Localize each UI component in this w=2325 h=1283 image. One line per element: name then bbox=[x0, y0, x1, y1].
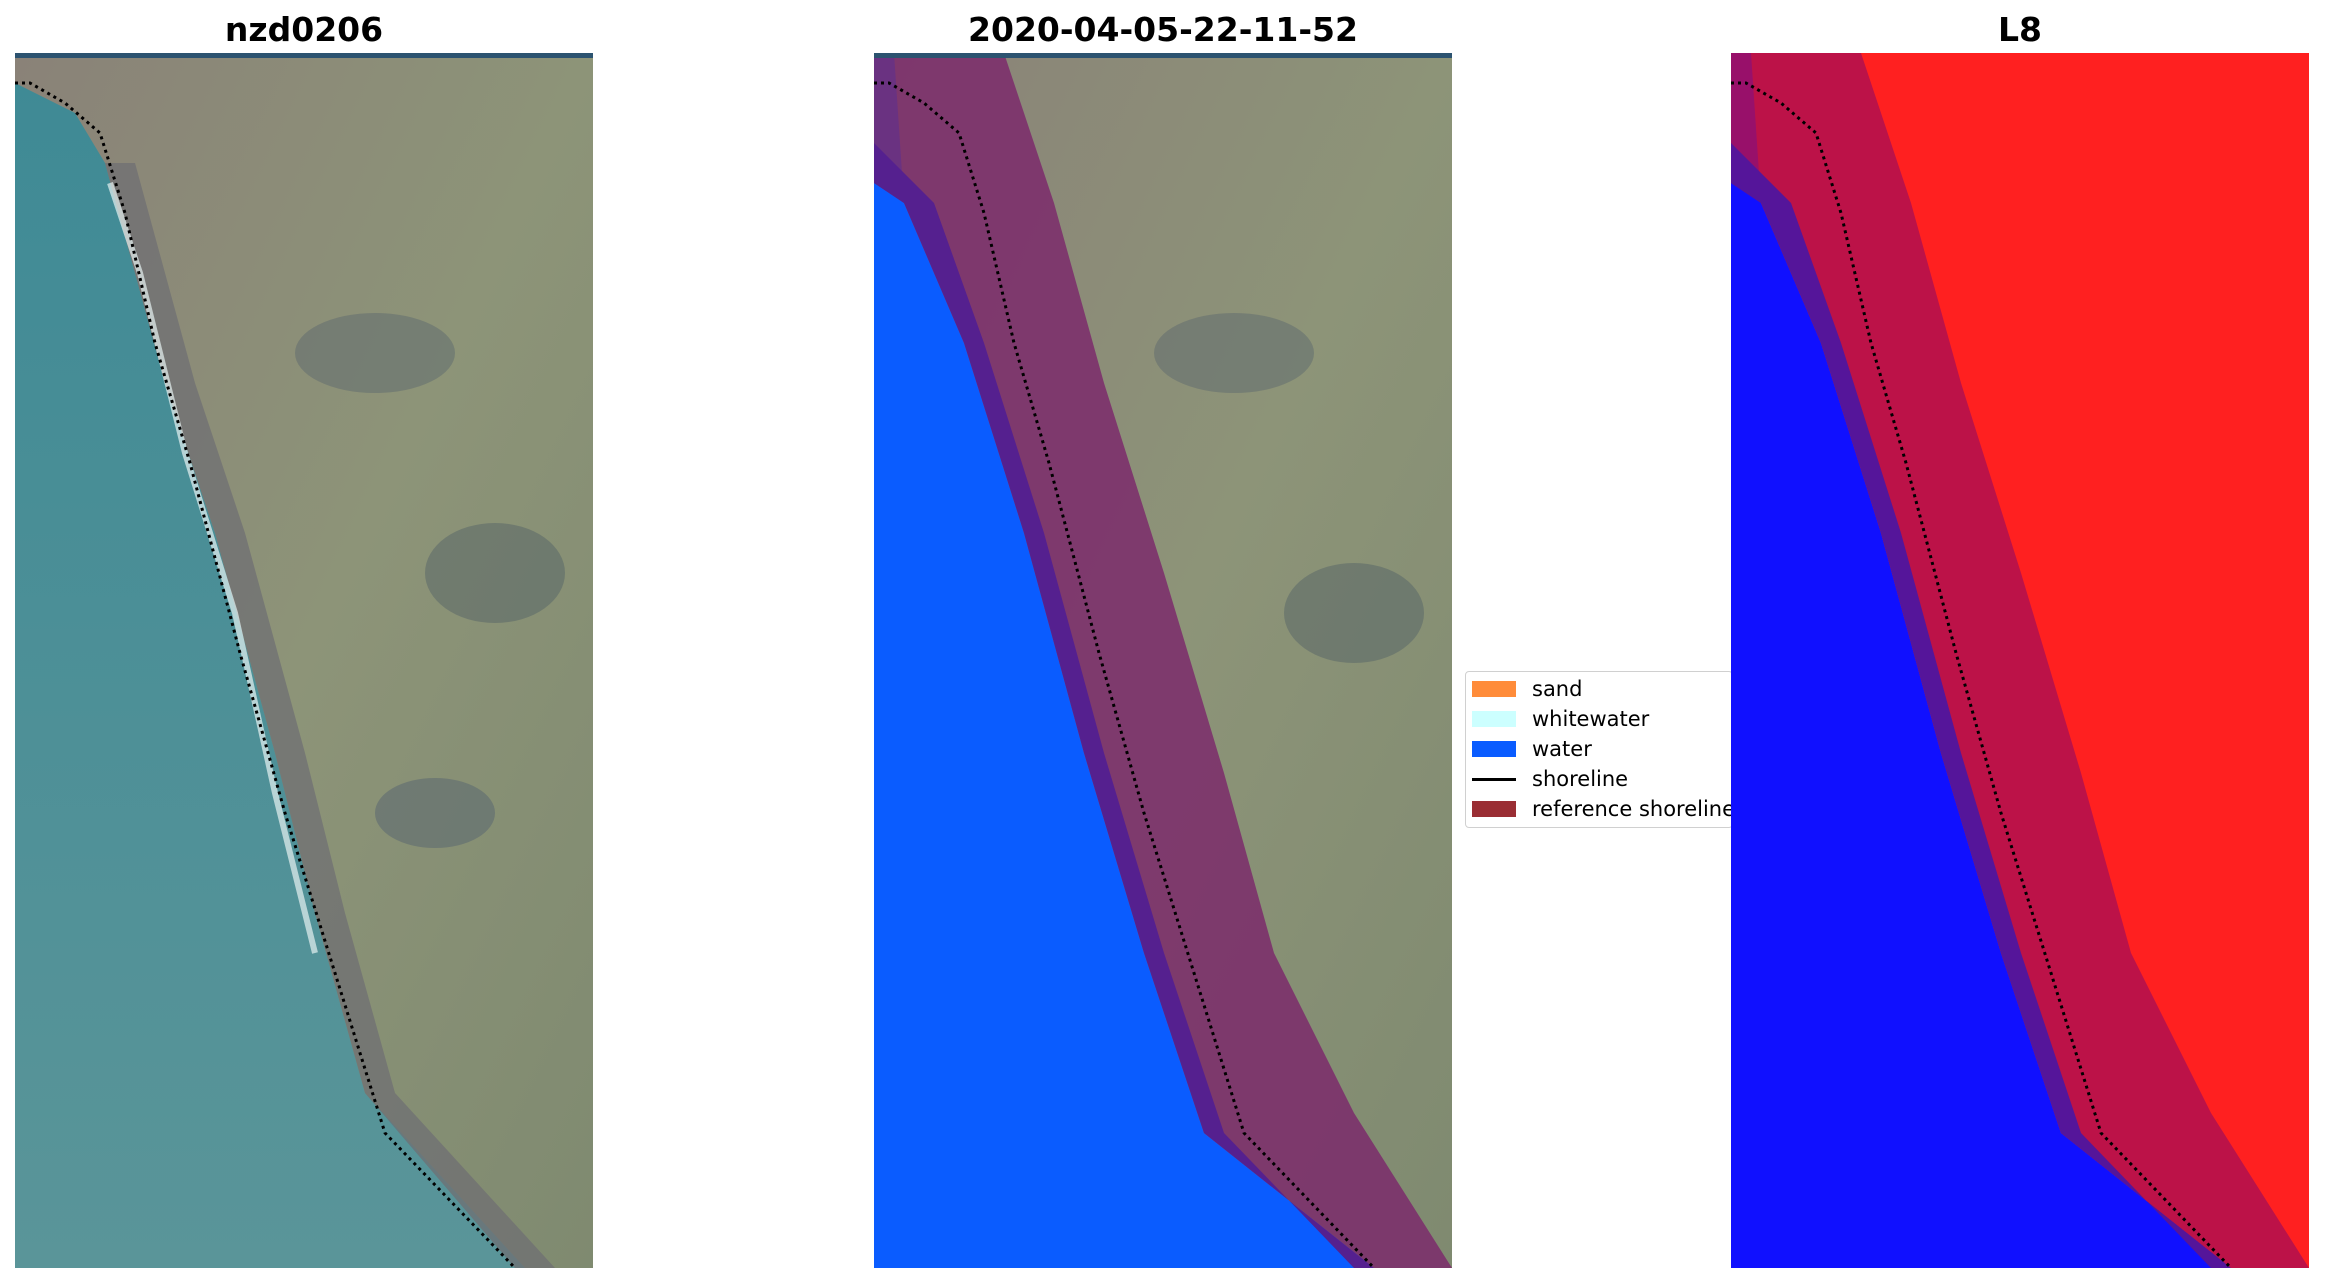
legend-label: reference shoreline bbox=[1532, 797, 1736, 821]
legend-label: whitewater bbox=[1532, 707, 1650, 731]
legend-item-whitewater: whitewater bbox=[1472, 705, 1649, 733]
rgb-satellite-image bbox=[15, 53, 593, 1268]
classified-image-panel bbox=[874, 53, 1452, 1268]
panel-title-index: L8 bbox=[1998, 10, 2042, 49]
legend-swatch-water bbox=[1472, 741, 1516, 757]
legend-item-reference-shoreline: reference shoreline bbox=[1472, 795, 1735, 823]
legend-item-water: water bbox=[1472, 735, 1592, 763]
legend-item-sand: sand bbox=[1472, 675, 1582, 703]
legend-label: sand bbox=[1532, 677, 1583, 701]
classified-image bbox=[874, 53, 1452, 1268]
index-image bbox=[1731, 53, 2309, 1268]
legend-label: shoreline bbox=[1532, 767, 1629, 791]
rgb-image-panel bbox=[15, 53, 593, 1268]
legend-line-shoreline bbox=[1472, 777, 1516, 781]
legend-label: water bbox=[1532, 737, 1592, 761]
index-image-panel bbox=[1731, 53, 2309, 1268]
legend-swatch-reference-shoreline bbox=[1472, 801, 1516, 817]
panel-title-classified: 2020-04-05-22-11-52 bbox=[968, 10, 1358, 49]
legend-item-shoreline: shoreline bbox=[1472, 765, 1628, 793]
legend-swatch-sand bbox=[1472, 681, 1516, 697]
legend-swatch-whitewater bbox=[1472, 711, 1516, 727]
panel-title-rgb: nzd0206 bbox=[224, 10, 384, 49]
legend: sand whitewater water shoreline referenc… bbox=[1465, 671, 1735, 828]
